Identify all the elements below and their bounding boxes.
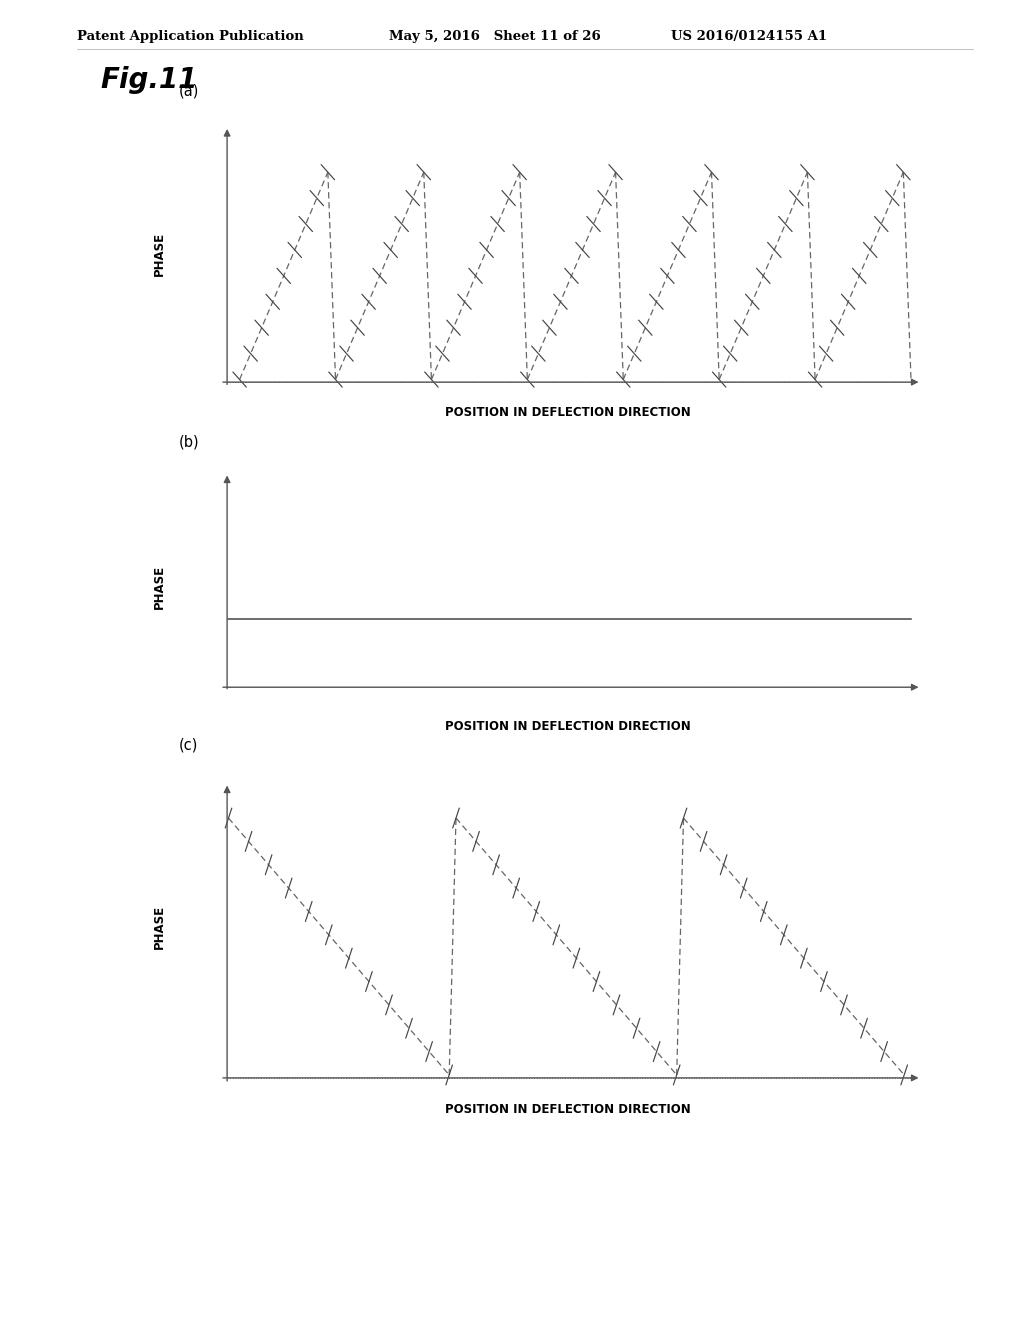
Text: Fig.11: Fig.11 bbox=[100, 66, 198, 94]
Text: PHASE: PHASE bbox=[154, 906, 166, 949]
Text: POSITION IN DEFLECTION DIRECTION: POSITION IN DEFLECTION DIRECTION bbox=[445, 719, 691, 733]
Text: Patent Application Publication: Patent Application Publication bbox=[77, 30, 303, 44]
Text: (c): (c) bbox=[179, 738, 199, 752]
Text: (a): (a) bbox=[179, 83, 200, 98]
Text: May 5, 2016   Sheet 11 of 26: May 5, 2016 Sheet 11 of 26 bbox=[389, 30, 601, 44]
Text: POSITION IN DEFLECTION DIRECTION: POSITION IN DEFLECTION DIRECTION bbox=[445, 405, 691, 418]
Text: US 2016/0124155 A1: US 2016/0124155 A1 bbox=[671, 30, 826, 44]
Text: (b): (b) bbox=[179, 434, 200, 449]
Text: PHASE: PHASE bbox=[154, 565, 166, 610]
Text: POSITION IN DEFLECTION DIRECTION: POSITION IN DEFLECTION DIRECTION bbox=[445, 1102, 691, 1115]
Text: PHASE: PHASE bbox=[154, 232, 166, 276]
